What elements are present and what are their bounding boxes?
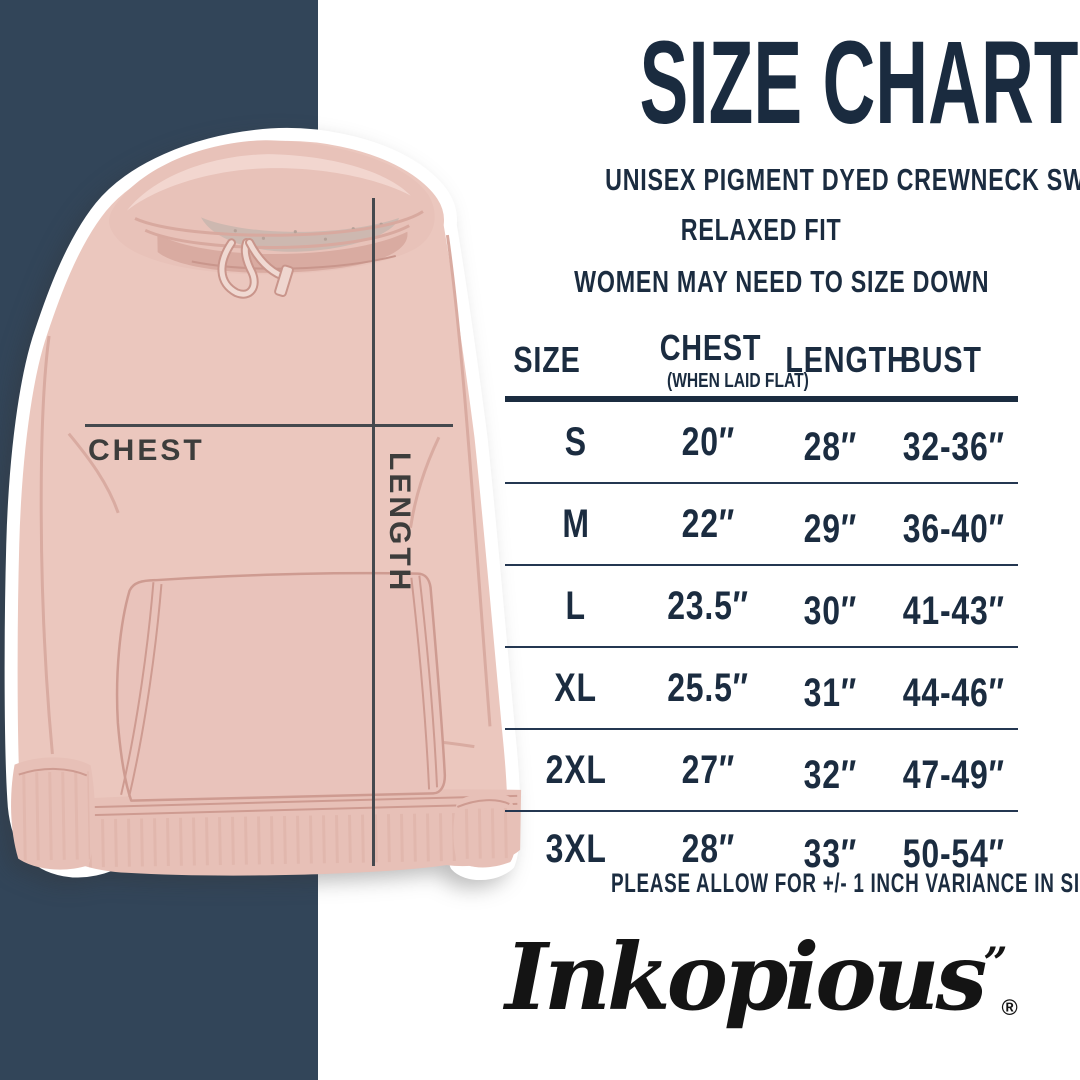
brand-name: Inkopious <box>505 923 987 1031</box>
bust-cell: 41-43″ <box>903 588 1005 633</box>
column-header-bust: BUST <box>900 339 982 380</box>
bust-cell: 44-46″ <box>903 670 1005 715</box>
size-cell: M <box>562 501 590 546</box>
drawstrings <box>217 237 294 299</box>
bust-cell: 36-40″ <box>903 506 1005 551</box>
subtitle-sizing-advice: WOMEN MAY NEED TO SIZE DOWN <box>574 264 990 299</box>
length-cell: 29″ <box>803 506 857 551</box>
table-row: M 22″ 29″ 36-40″ <box>505 484 1018 566</box>
column-header-size: SIZE <box>513 339 581 380</box>
table-row: XL 25.5″ 31″ 44-46″ <box>505 648 1018 730</box>
page-title: SIZE CHART <box>639 17 1079 149</box>
length-cell: 33″ <box>803 832 857 876</box>
logo-flourish-icon: ” <box>983 938 1008 988</box>
bust-cell: 47-49″ <box>903 752 1005 797</box>
column-header-chest: CHEST (WHEN LAID FLAT) <box>647 320 809 396</box>
size-cell: 3XL <box>545 827 607 871</box>
table-row: L 23.5″ 30″ 41-43″ <box>505 566 1018 648</box>
chest-cell: 28″ <box>681 827 736 871</box>
length-cell: 31″ <box>803 670 857 715</box>
length-cell: 32″ <box>803 752 857 797</box>
heather-speckles <box>233 222 383 241</box>
brand-logo: Inkopious” ® <box>505 922 1018 1032</box>
bust-cell: 32-36″ <box>903 424 1005 469</box>
table-row: S 20″ 28″ 32-36″ <box>505 402 1018 484</box>
variance-note: PLEASE ALLOW FOR +/- 1 INCH VARIANCE IN … <box>610 868 1080 898</box>
chest-label: CHEST <box>88 434 205 467</box>
cuffs <box>11 757 517 870</box>
size-cell: L <box>565 583 587 628</box>
length-cell: 30″ <box>803 588 857 633</box>
subtitle-product: UNISEX PIGMENT DYED CREWNECK SWEATSHIRT <box>605 162 1080 197</box>
size-table-header: SIZE CHEST (WHEN LAID FLAT) LENGTH BUST <box>505 320 1018 402</box>
hoodie-product-image <box>4 128 522 881</box>
registered-mark-icon: ® <box>1001 995 1018 1020</box>
chest-flat-note: (WHEN LAID FLAT) <box>666 370 809 392</box>
chest-cell: 27″ <box>681 747 736 792</box>
bust-cell: 50-54″ <box>903 832 1005 876</box>
chest-cell: 22″ <box>681 501 736 546</box>
size-cell: S <box>564 419 588 464</box>
size-cell: XL <box>554 665 598 710</box>
table-row: 2XL 27″ 32″ 47-49″ <box>505 730 1018 812</box>
table-row: 3XL 28″ 33″ 50-54″ <box>505 812 1018 887</box>
kangaroo-pocket <box>115 571 447 802</box>
subtitle-fit: RELAXED FIT <box>681 212 842 247</box>
length-cell: 28″ <box>803 424 857 469</box>
chest-cell: 20″ <box>681 419 736 464</box>
column-header-length: LENGTH <box>785 339 909 380</box>
length-measure-line <box>372 198 375 866</box>
chest-cell: 25.5″ <box>667 665 750 710</box>
chest-measure-line <box>85 424 453 427</box>
chest-cell: 23.5″ <box>667 583 750 628</box>
hem-band <box>59 789 522 876</box>
size-cell: 2XL <box>545 747 607 792</box>
length-label: LENGTH <box>383 452 416 594</box>
size-table: SIZE CHEST (WHEN LAID FLAT) LENGTH BUST … <box>505 320 1018 887</box>
